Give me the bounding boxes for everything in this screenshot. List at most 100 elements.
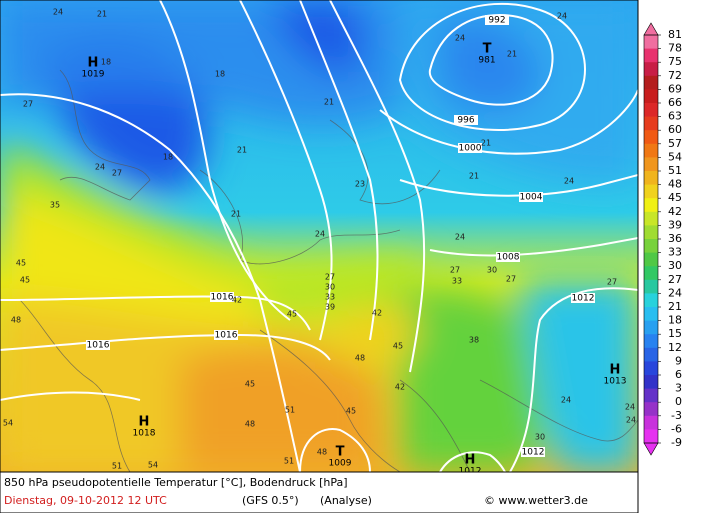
colorbar-segment	[644, 184, 658, 199]
footer-date: Dienstag, 09-10-2012 12 UTC	[4, 494, 167, 507]
colorbar-segment	[644, 143, 658, 158]
temperature-label: 35	[50, 201, 60, 210]
isobar-label: 1004	[520, 193, 543, 203]
colorbar-tick-label: 57	[668, 137, 682, 150]
temperature-label: 21	[507, 50, 517, 59]
colorbar-segment	[644, 279, 658, 294]
temperature-label: 21	[97, 10, 107, 19]
colorbar-segment	[644, 116, 658, 131]
colorbar-tick-label: 15	[668, 327, 682, 340]
pressure-center-value: 981	[478, 56, 495, 66]
colorbar-tick-label: 9	[675, 354, 682, 367]
colorbar-segment	[644, 347, 658, 362]
isobar-label: 992	[488, 16, 505, 26]
pressure-center-symbol: T	[483, 42, 492, 57]
colorbar-segment	[644, 157, 658, 172]
temperature-label: 27	[450, 266, 460, 275]
colorbar-tick-label: 48	[668, 178, 682, 191]
temperature-label: 33	[452, 277, 462, 286]
colorbar-tick-label: 0	[675, 395, 682, 408]
temperature-label: 45	[393, 342, 403, 351]
colorbar-segment	[644, 293, 658, 308]
colorbar-segment	[644, 130, 658, 145]
temperature-label: 45	[20, 276, 30, 285]
colorbar-segment	[644, 198, 658, 213]
pressure-center-value: 1019	[82, 70, 105, 80]
temperature-label: 24	[53, 8, 63, 17]
temperature-label: 48	[245, 420, 255, 429]
temperature-label: 51	[112, 462, 122, 471]
temperature-label: 18	[215, 70, 225, 79]
temperature-label: 48	[355, 354, 365, 363]
temperature-label: 23	[355, 180, 365, 189]
colorbar-segment	[644, 375, 658, 390]
colorbar-tick-label: 60	[668, 123, 682, 136]
pressure-center-symbol: H	[465, 453, 476, 468]
temperature-label: 24	[455, 34, 465, 43]
colorbar-segment	[644, 266, 658, 281]
colorbar-tick-label: 78	[668, 42, 682, 55]
temperature-label: 24	[455, 233, 465, 242]
pressure-center-symbol: H	[139, 415, 150, 430]
temperature-label: 42	[372, 309, 382, 318]
temperature-label: 45	[245, 380, 255, 389]
isobar-label-bg	[454, 115, 478, 125]
temperature-label: 27	[607, 278, 617, 287]
isobar-label-bg	[519, 192, 543, 202]
temperature-label: 24	[315, 230, 325, 239]
colorbar-tick-label: 21	[668, 300, 682, 313]
colorbar: 8178757269666360575451484542393633302724…	[643, 22, 682, 456]
temperature-label: 27	[325, 273, 335, 282]
colorbar-tick-label: 36	[668, 232, 682, 245]
isobar-label: 1016	[215, 331, 238, 341]
pressure-center-symbol: H	[88, 56, 99, 71]
temperature-label: 27	[506, 275, 516, 284]
temperature-label: 51	[285, 406, 295, 415]
colorbar-tick-label: 72	[668, 69, 682, 82]
isobar-label-bg	[214, 330, 238, 340]
isobar-label-bg	[521, 447, 545, 457]
isobar-label: 1012	[572, 294, 595, 304]
pressure-center-value: 1018	[133, 429, 156, 439]
colorbar-segment	[644, 48, 658, 63]
colorbar-segment	[644, 429, 658, 444]
colorbar-tick-label: 63	[668, 110, 682, 123]
colorbar-tick-label: 81	[668, 28, 682, 41]
colorbar-tick-label: 33	[668, 246, 682, 259]
colorbar-tick-label: 54	[668, 150, 682, 163]
temperature-label: 39	[325, 303, 335, 312]
colorbar-segment	[644, 225, 658, 240]
colorbar-tick-label: 12	[668, 341, 682, 354]
colorbar-tick-label: -9	[671, 436, 682, 449]
pressure-center-value: 1012	[459, 467, 482, 477]
isobar-label-bg	[571, 293, 595, 303]
temperature-label: 30	[325, 283, 335, 292]
colorbar-segment	[644, 334, 658, 349]
temperature-label: 42	[395, 383, 405, 392]
temperature-label: 24	[95, 163, 105, 172]
temperature-label: 27	[112, 169, 122, 178]
footer-title: 850 hPa pseudopotentielle Temperatur [°C…	[4, 476, 348, 489]
isobar-label: 1008	[497, 253, 520, 263]
temperature-label: 24	[564, 177, 574, 186]
isobar-label: 996	[457, 116, 474, 126]
colorbar-segment	[644, 402, 658, 417]
colorbar-segment	[644, 171, 658, 186]
colorbar-tick-label: 51	[668, 164, 682, 177]
pressure-center-symbol: H	[610, 363, 621, 378]
pressure-center-symbol: T	[336, 445, 345, 460]
temperature-label: 21	[481, 139, 491, 148]
footer: 850 hPa pseudopotentielle Temperatur [°C…	[0, 471, 639, 513]
isobar-label-bg	[458, 143, 482, 153]
colorbar-tick-label: 27	[668, 273, 682, 286]
footer-box	[0, 471, 639, 513]
colorbar-bottom-arrow	[643, 442, 659, 456]
footer-copyright: © www.wetter3.de	[484, 494, 588, 507]
colorbar-segment	[644, 361, 658, 376]
colorbar-tick-label: 69	[668, 82, 682, 95]
colorbar-tick-label: 75	[668, 55, 682, 68]
temperature-label: 21	[237, 146, 247, 155]
colorbar-tick-label: 42	[668, 205, 682, 218]
temperature-label: 24	[625, 403, 635, 412]
